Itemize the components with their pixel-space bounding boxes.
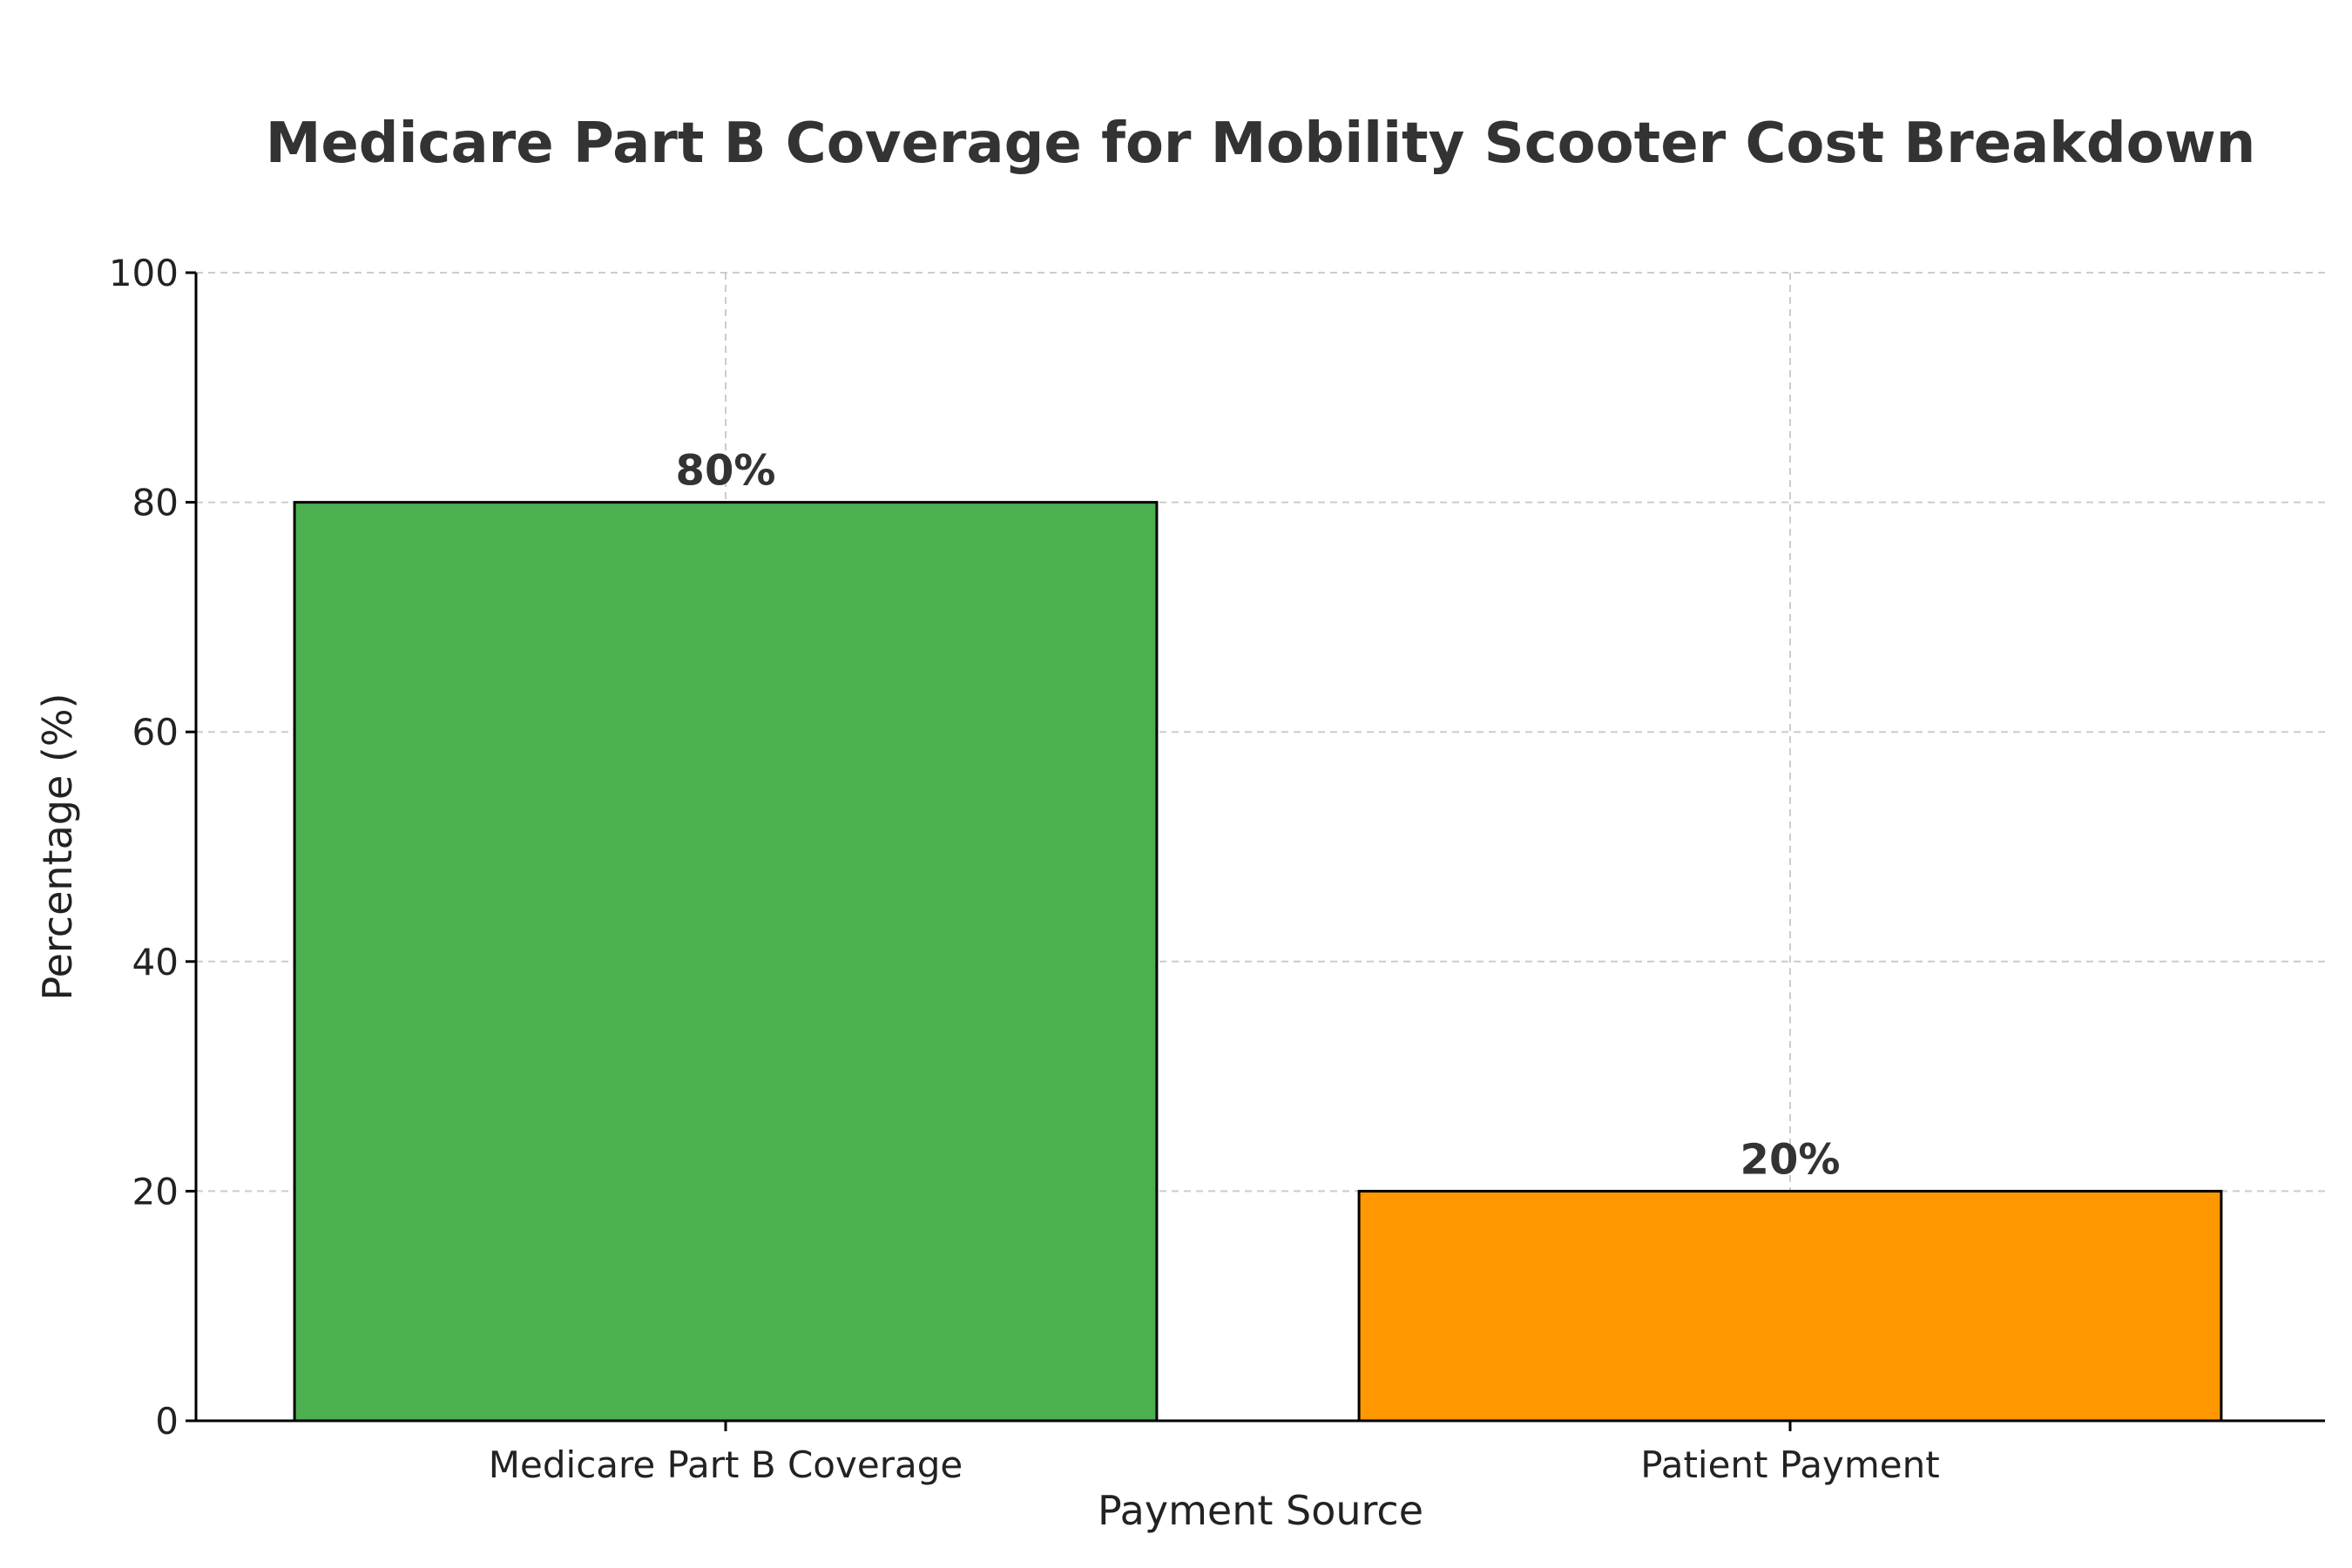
chart-title: Medicare Part B Coverage for Mobility Sc… [266, 112, 2256, 176]
x-tick-label: Medicare Part B Coverage [489, 1443, 963, 1486]
y-tick-label: 40 [132, 941, 179, 983]
data-label: 20% [1740, 1135, 1841, 1184]
data-label: 80% [676, 447, 776, 496]
bar [293, 501, 1159, 1423]
x-axis-label: Payment Source [1098, 1487, 1423, 1534]
y-tick-label: 60 [132, 711, 179, 754]
y-axis-label: Percentage (%) [34, 693, 81, 1001]
x-tick-label: Patient Payment [1640, 1443, 1939, 1486]
axes: 0 20 40 60 80 100 Medicare Part B Coverage Pati… [109, 252, 2325, 1486]
bar [1357, 1189, 2223, 1423]
y-tick-label: 100 [109, 252, 179, 294]
y-tick-label: 0 [155, 1400, 179, 1443]
bars: 80% 20% [293, 447, 2223, 1423]
y-tick-label: 80 [132, 482, 179, 524]
y-tick-label: 20 [132, 1170, 179, 1213]
